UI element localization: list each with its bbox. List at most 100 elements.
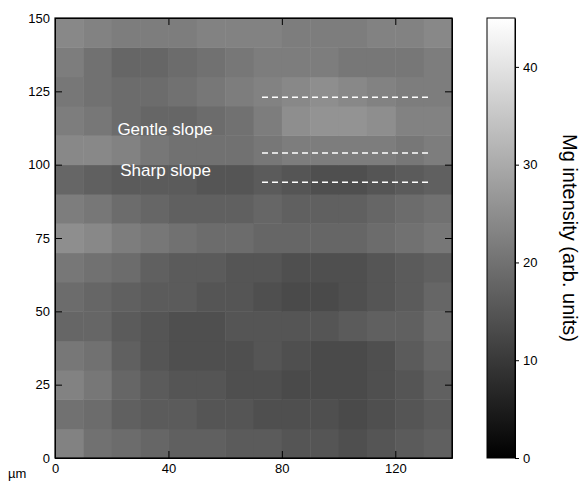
- tick-label: 150: [28, 11, 50, 26]
- tick-mark: [445, 385, 452, 386]
- heatmap-cell: [112, 282, 141, 312]
- heatmap-cell: [367, 47, 396, 77]
- tick-mark: [515, 360, 519, 361]
- heatmap-cell: [424, 135, 452, 165]
- heatmap-cell: [424, 311, 452, 341]
- tick-label: 80: [275, 461, 289, 476]
- tick: [445, 165, 452, 166]
- heatmap-cell: [197, 47, 226, 77]
- tick: 10: [515, 353, 537, 368]
- heatmap-cell: [310, 429, 339, 458]
- heatmap-cell: [140, 77, 169, 107]
- heatmap-cell: [225, 194, 254, 224]
- tick: 50: [36, 304, 62, 319]
- heatmap-cell: [168, 18, 197, 48]
- heatmap-cell: [140, 223, 169, 253]
- heatmap-cell: [339, 223, 368, 253]
- heatmap-cell: [282, 18, 311, 48]
- heatmap-cell: [83, 106, 112, 136]
- heatmap-cell: [112, 194, 141, 224]
- heatmap-cell: [367, 77, 396, 107]
- heatmap-cell: [424, 77, 452, 107]
- heatmap-cell: [367, 106, 396, 136]
- heatmap-cell: [310, 311, 339, 341]
- heatmap-cell: [83, 429, 112, 458]
- heatmap-cell: [140, 18, 169, 48]
- heatmap-cell: [282, 47, 311, 77]
- heatmap-cell: [168, 311, 197, 341]
- heatmap-cell: [254, 311, 283, 341]
- heatmap-cell: [395, 194, 424, 224]
- colorbar-axis: 010203040: [515, 19, 537, 466]
- heatmap-cell: [424, 282, 452, 312]
- tick-label: 0: [43, 451, 50, 466]
- x-axis: 04080120: [52, 451, 453, 476]
- heatmap-cell: [282, 282, 311, 312]
- heatmap-cell: [310, 194, 339, 224]
- heatmap-cell: [112, 341, 141, 371]
- heatmap-cell: [282, 399, 311, 429]
- heatmap-cell: [254, 47, 283, 77]
- heatmap-cell: [225, 135, 254, 165]
- tick: 125: [28, 84, 62, 99]
- heatmap-cell: [168, 47, 197, 77]
- heatmap-cell: [339, 399, 368, 429]
- tick-label: 75: [36, 231, 50, 246]
- heatmap-cell: [83, 77, 112, 107]
- heatmap-cell: [140, 47, 169, 77]
- heatmap-cell: [339, 47, 368, 77]
- heatmap-cell: [282, 429, 311, 458]
- heatmap-cell: [282, 106, 311, 136]
- heatmap-cell: [395, 399, 424, 429]
- tick-label: 40: [523, 60, 537, 75]
- heatmap-cell: [225, 282, 254, 312]
- annotation-line: [262, 182, 429, 184]
- heatmap-cell: [83, 341, 112, 371]
- heatmap-cell: [55, 194, 84, 224]
- heatmap-cell: [55, 429, 84, 458]
- tick-mark: [445, 311, 452, 312]
- colorbar: [487, 18, 515, 458]
- heatmap-cell: [254, 253, 283, 283]
- heatmap-cell: [395, 77, 424, 107]
- heatmap-cell: [424, 18, 452, 48]
- tick-label: 0: [52, 461, 59, 476]
- tick-mark: [445, 91, 452, 92]
- tick-label: 120: [385, 461, 407, 476]
- heatmap-cell: [83, 135, 112, 165]
- heatmap-cell: [310, 399, 339, 429]
- tick-mark: [55, 238, 62, 239]
- heatmap-cell: [339, 311, 368, 341]
- tick-mark: [55, 385, 62, 386]
- heatmap-cell: [282, 253, 311, 283]
- x-axis-top: [56, 18, 453, 25]
- heatmap-cell: [310, 135, 339, 165]
- heatmap-cell: [55, 47, 84, 77]
- tick-mark: [55, 311, 62, 312]
- heatmap-cell: [197, 341, 226, 371]
- heatmap-cell: [310, 165, 339, 195]
- heatmap-cell: [310, 77, 339, 107]
- heatmap-cell: [197, 18, 226, 48]
- heatmap-cell: [225, 253, 254, 283]
- y-axis: 0255075100125150: [28, 11, 62, 466]
- heatmap-cell: [83, 370, 112, 400]
- heatmap-cell: [254, 135, 283, 165]
- tick-label: 50: [36, 304, 50, 319]
- heatmap-cell: [395, 429, 424, 458]
- heatmap-cell: [254, 106, 283, 136]
- tick: [395, 18, 396, 25]
- heatmap-cell: [83, 18, 112, 48]
- tick-mark: [445, 165, 452, 166]
- heatmap-cell: [225, 223, 254, 253]
- heatmap-cell: [112, 77, 141, 107]
- heatmap-cell: [424, 399, 452, 429]
- heatmap-cell: [168, 223, 197, 253]
- annotation-line: [262, 152, 429, 154]
- tick-label: 125: [28, 84, 50, 99]
- heatmap-cell: [367, 311, 396, 341]
- tick-label: 10: [523, 353, 537, 368]
- heatmap-cell: [395, 370, 424, 400]
- heatmap-cell: [367, 223, 396, 253]
- heatmap-cell: [282, 370, 311, 400]
